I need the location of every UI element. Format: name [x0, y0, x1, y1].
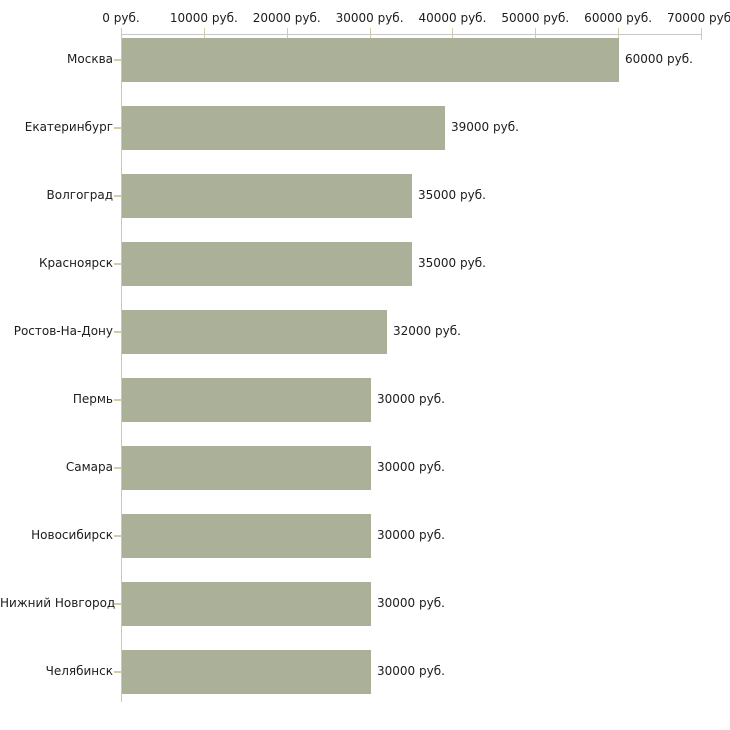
value-label: 30000 руб.	[377, 392, 445, 406]
category-label: Нижний Новгород	[0, 596, 116, 610]
x-axis-tick-label: 50000 руб.	[501, 11, 570, 25]
x-axis-tick-label: 20000 руб.	[252, 11, 321, 25]
x-axis-tick-mark	[701, 28, 702, 40]
bar	[122, 650, 371, 694]
value-label: 35000 руб.	[418, 256, 486, 270]
value-label: 60000 руб.	[625, 52, 693, 66]
y-axis-tick-mark	[114, 127, 121, 129]
category-label: Москва	[67, 52, 113, 66]
x-axis-tick-label: 60000 руб.	[584, 11, 653, 25]
x-axis-tick-label: 30000 руб.	[335, 11, 404, 25]
y-axis-tick-mark	[114, 399, 121, 401]
x-axis-tick-label: 10000 руб.	[169, 11, 238, 25]
category-label: Ростов-На-Дону	[13, 324, 113, 338]
bar	[122, 242, 412, 286]
value-label: 35000 руб.	[418, 188, 486, 202]
category-label: Пермь	[72, 392, 113, 406]
y-axis-tick-mark	[114, 603, 121, 605]
y-axis-tick-mark	[114, 671, 121, 673]
category-label: Самара	[65, 460, 113, 474]
category-label: Красноярск	[39, 256, 113, 270]
x-axis-line	[121, 34, 701, 35]
x-axis-tick-label: 70000 руб.	[667, 11, 730, 25]
value-label: 30000 руб.	[377, 664, 445, 678]
bar	[122, 38, 619, 82]
category-label: Челябинск	[45, 664, 113, 678]
bar	[122, 106, 445, 150]
category-label: Екатеринбург	[24, 120, 113, 134]
y-axis-tick-mark	[114, 263, 121, 265]
value-label: 30000 руб.	[377, 596, 445, 610]
bar	[122, 582, 371, 626]
bar	[122, 174, 412, 218]
bar	[122, 446, 371, 490]
y-axis-tick-mark	[114, 59, 121, 61]
y-axis-tick-mark	[114, 331, 121, 333]
y-axis-tick-mark	[114, 535, 121, 537]
value-label: 39000 руб.	[451, 120, 519, 134]
value-label: 30000 руб.	[377, 460, 445, 474]
x-axis-tick-label: 40000 руб.	[418, 11, 487, 25]
bar	[122, 310, 387, 354]
category-label: Новосибирск	[31, 528, 113, 542]
bar	[122, 514, 371, 558]
x-axis-tick-label: 0 руб.	[102, 11, 140, 25]
y-axis-line	[121, 30, 122, 702]
value-label: 32000 руб.	[393, 324, 461, 338]
bar	[122, 378, 371, 422]
value-label: 30000 руб.	[377, 528, 445, 542]
y-axis-tick-mark	[114, 467, 121, 469]
y-axis-tick-mark	[114, 195, 121, 197]
category-label: Волгоград	[46, 188, 113, 202]
